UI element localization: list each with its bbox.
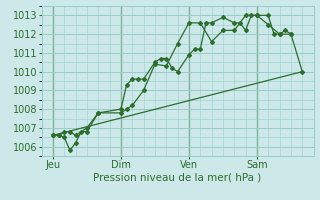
X-axis label: Pression niveau de la mer( hPa ): Pression niveau de la mer( hPa ) — [93, 173, 262, 183]
